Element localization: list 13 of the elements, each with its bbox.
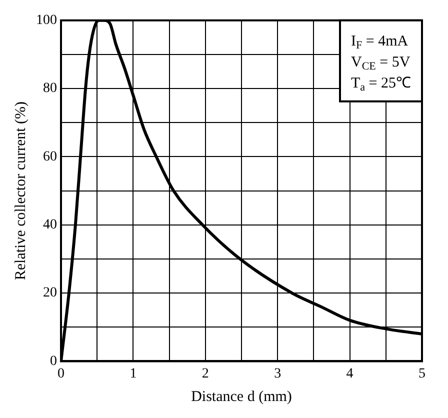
x-tick-label: 3 [274, 366, 282, 382]
y-tick-label: 0 [50, 354, 57, 369]
y-axis-title: Relative collector current (%) [12, 101, 29, 280]
x-tick-label: 2 [202, 366, 209, 382]
x-tick-label: 1 [130, 366, 137, 382]
y-tick-label: 60 [43, 149, 57, 164]
x-tick-label: 4 [346, 366, 354, 382]
y-tick-label: 80 [43, 81, 57, 96]
x-tick-label: 5 [418, 366, 426, 382]
y-tick-label: 40 [43, 218, 57, 233]
x-axis-title: Distance d (mm) [191, 388, 292, 405]
y-tick-label: 100 [36, 13, 57, 28]
y-tick-label: 20 [43, 286, 57, 301]
